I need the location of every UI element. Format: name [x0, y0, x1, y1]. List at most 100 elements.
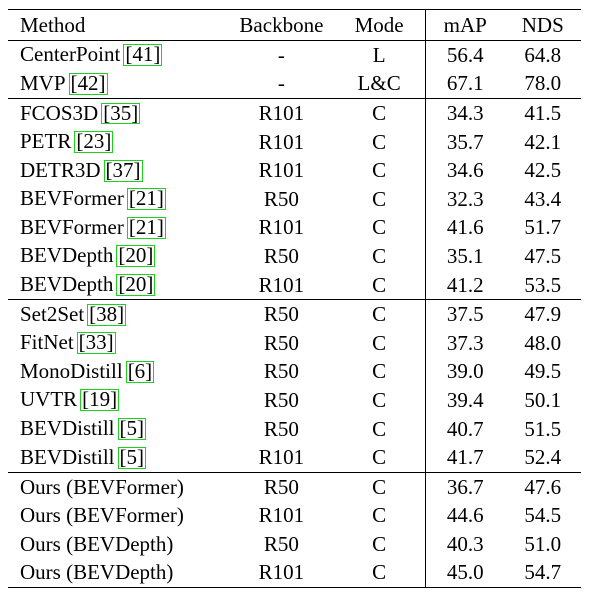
cell-map: 37.3	[425, 328, 505, 358]
header-nds: NDS	[521, 12, 564, 37]
cell-method: PETR [23]	[8, 128, 230, 157]
cell-method: BEVDistill [5]	[8, 415, 230, 444]
cell-method: BEVDepth [20]	[8, 271, 230, 300]
method-name: MVP	[20, 70, 66, 95]
cell-method: BEVDistill [5]	[8, 443, 230, 472]
cell-map: 32.3	[425, 184, 505, 214]
method-name: DETR3D	[20, 157, 101, 182]
cell-method: DETR3D [37]	[8, 156, 230, 185]
cell-backbone: R50	[263, 302, 299, 327]
cell-mode: C	[372, 560, 387, 585]
table-row: PETR [23] R101 C 35.7 42.1	[8, 127, 581, 157]
citation-link[interactable]: [5]	[117, 444, 147, 469]
cell-backbone: R50	[263, 359, 299, 384]
cell-method: BEVFormer [21]	[8, 214, 230, 243]
method-name: FitNet	[20, 330, 74, 355]
cell-mode: C	[372, 531, 387, 556]
cell-mode: C	[372, 100, 387, 125]
header-method: Method	[20, 12, 86, 37]
cell-mode: C	[372, 215, 387, 240]
cell-backbone: R101	[258, 560, 305, 585]
table-row: BEVDepth [20] R101 C 41.2 53.5	[8, 270, 581, 300]
table-row: FCOS3D [35] R101 C 34.3 41.5	[8, 98, 581, 128]
header-backbone: Backbone	[239, 12, 324, 37]
method-name: UVTR	[20, 387, 78, 412]
table-row: Ours (BEVFormer) R101 C 44.6 54.5	[8, 501, 581, 531]
method-name: MonoDistill	[20, 358, 123, 383]
cell-map: 39.0	[425, 357, 505, 387]
citation-link[interactable]: [35]	[101, 100, 141, 125]
cell-nds: 42.5	[524, 158, 562, 183]
citation-link[interactable]: [38]	[87, 301, 127, 326]
citation-link[interactable]: [21]	[126, 186, 166, 211]
cell-mode: C	[372, 158, 387, 183]
cell-map: 56.4	[425, 40, 505, 70]
cell-nds: 42.1	[524, 129, 562, 154]
cell-method: BEVFormer [21]	[8, 185, 230, 214]
method-name: BEVFormer	[20, 186, 124, 211]
citation-link[interactable]: [20]	[116, 243, 156, 268]
cell-nds: 54.5	[524, 503, 562, 528]
method-name: Set2Set	[20, 301, 85, 326]
table-row: CenterPoint [41] - L 56.4 64.8	[8, 40, 581, 70]
header-mode: Mode	[354, 12, 404, 37]
citation-link[interactable]: [37]	[103, 157, 143, 182]
cell-method: CenterPoint [41]	[8, 41, 230, 70]
cell-mode: C	[372, 186, 387, 211]
cell-backbone: -	[277, 71, 285, 96]
cell-method: MonoDistill [6]	[8, 358, 230, 387]
cell-mode: L	[372, 42, 386, 67]
citation-link[interactable]: [23]	[74, 129, 114, 154]
table-body: CenterPoint [41] - L 56.4 64.8 MVP [42] - L&C 67.1…	[8, 40, 581, 588]
header-row: Method Backbone Mode mAP NDS	[8, 9, 581, 41]
table-row: UVTR [19] R50 C 39.4 50.1	[8, 386, 581, 415]
table-row: Set2Set [38] R50 C 37.5 47.9	[8, 299, 581, 329]
cell-backbone: R101	[258, 158, 305, 183]
citation-link[interactable]: [41]	[123, 42, 163, 67]
cell-nds: 47.5	[524, 243, 562, 268]
cell-map: 40.3	[425, 530, 505, 559]
citation-link[interactable]: [33]	[76, 330, 116, 355]
cell-map: 35.7	[425, 127, 505, 157]
cell-mode: L&C	[357, 71, 401, 96]
cell-nds: 51.5	[524, 416, 562, 441]
cell-mode: C	[372, 387, 387, 412]
cell-nds: 51.7	[524, 215, 562, 240]
citation-link[interactable]: [6]	[125, 358, 155, 383]
cell-method: FitNet [33]	[8, 329, 230, 358]
cell-nds: 47.6	[524, 474, 562, 499]
cell-nds: 41.5	[524, 100, 562, 125]
cell-nds: 48.0	[524, 330, 562, 355]
cell-map: 34.3	[425, 98, 505, 128]
cell-method: FCOS3D [35]	[8, 99, 230, 128]
cell-backbone: R101	[258, 215, 305, 240]
cell-mode: C	[372, 445, 387, 470]
cell-backbone: R50	[263, 186, 299, 211]
cell-nds: 64.8	[524, 42, 562, 67]
cell-map: 41.7	[425, 443, 505, 473]
cell-map: 35.1	[425, 242, 505, 271]
cell-method: BEVDepth [20]	[8, 242, 230, 271]
table-row: BEVDistill [5] R50 C 40.7 51.5	[8, 414, 581, 444]
header-map: mAP	[425, 9, 505, 41]
cell-nds: 47.9	[524, 302, 562, 327]
table-row: MVP [42] - L&C 67.1 78.0	[8, 69, 581, 99]
cell-nds: 50.1	[524, 387, 562, 412]
table-row: BEVFormer [21] R50 C 32.3 43.4	[8, 184, 581, 214]
cell-backbone: R50	[263, 416, 299, 441]
cell-backbone: R101	[258, 100, 305, 125]
cell-nds: 78.0	[524, 71, 562, 96]
cell-mode: C	[372, 243, 387, 268]
citation-link[interactable]: [21]	[126, 214, 166, 239]
cell-map: 39.4	[425, 386, 505, 415]
table-row: DETR3D [37] R101 C 34.6 42.5	[8, 156, 581, 185]
method-name: BEVDepth	[20, 272, 114, 297]
method-name: BEVDistill	[20, 444, 115, 469]
citation-link[interactable]: [5]	[117, 416, 147, 441]
citation-link[interactable]: [19]	[80, 387, 120, 412]
table-row: Ours (BEVFormer) R50 C 36.7 47.6	[8, 472, 581, 502]
cell-nds: 49.5	[524, 359, 562, 384]
method-name: BEVDistill	[20, 416, 115, 441]
citation-link[interactable]: [42]	[68, 70, 108, 95]
citation-link[interactable]: [20]	[116, 272, 156, 297]
